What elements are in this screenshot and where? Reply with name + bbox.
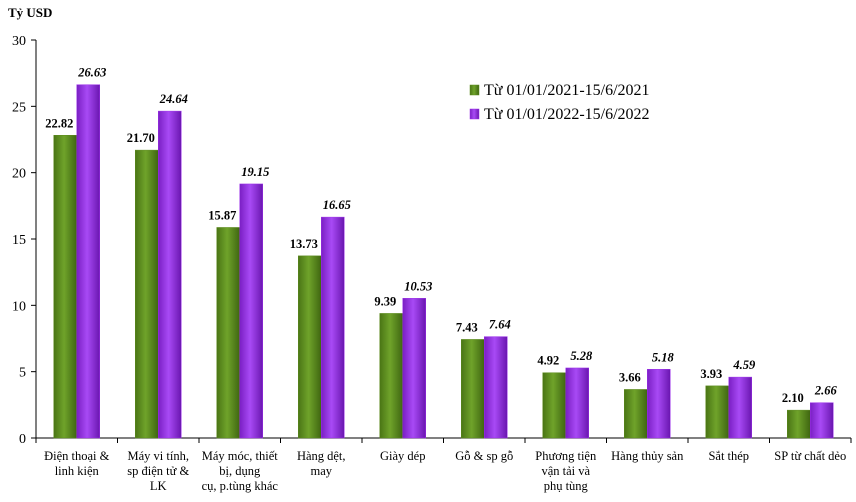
legend-label-series-2: Từ 01/01/2022-15/6/2022 [484, 106, 650, 123]
bar-series-1 [216, 227, 240, 439]
bar-series-2 [239, 183, 263, 439]
x-tick-label: Sắt thép [708, 449, 749, 463]
data-label-series-1: 9.39 [374, 294, 396, 308]
legend-swatch-series-1 [469, 84, 480, 96]
bar-series-1 [298, 255, 322, 439]
x-tick-label: Giày dép [380, 449, 425, 463]
data-label-series-1: 4.92 [537, 354, 559, 368]
y-tick-label: 25 [12, 100, 26, 115]
legend-label-series-1: Từ 01/01/2021-15/6/2021 [484, 82, 650, 99]
y-tick-label: 30 [12, 34, 26, 49]
bar-series-1 [379, 313, 403, 439]
data-label-series-2: 24.64 [159, 92, 188, 106]
x-tick-label: Điện thoại & linh kiện [44, 449, 110, 478]
data-label-series-1: 15.87 [208, 208, 236, 222]
data-label-series-2: 7.64 [489, 318, 511, 332]
data-label-series-2: 16.65 [323, 198, 351, 212]
bars-group: 22.82 26.63 21.70 24.64 15.87 19.15 13.73 16.65… [45, 66, 838, 439]
data-label-series-1: 22.82 [45, 116, 73, 130]
y-tick-label: 10 [12, 299, 26, 314]
bar-series-1 [461, 339, 485, 439]
x-tick-label: Máy móc, thiết bị, dụng cụ, p.tùng khác [202, 449, 279, 493]
bar-series-2 [810, 402, 834, 439]
x-tick-label: Gỗ & sp gỗ [455, 449, 513, 463]
bar-series-2 [402, 298, 426, 439]
x-tick-label: Máy vi tính, sp điện tử & LK [127, 449, 189, 493]
x-tick-label: Phương tiện vận tải và phụ tùng [535, 449, 597, 493]
bar-series-1 [135, 149, 159, 439]
data-label-series-2: 4.59 [732, 358, 756, 372]
x-axis: Điện thoại & linh kiện Máy vi tính, sp điện… [35, 437, 852, 493]
y-tick-label: 15 [12, 233, 26, 248]
y-tick-label: 0 [19, 432, 26, 447]
bar-series-2 [158, 110, 182, 439]
bar-series-2 [647, 369, 671, 439]
x-tick-label: Hàng dệt, may [297, 449, 346, 478]
y-tick-label: 5 [19, 366, 26, 381]
legend: Từ 01/01/2021-15/6/2021 Từ 01/01/2022-15/… [469, 82, 650, 123]
bar-series-1 [53, 135, 77, 439]
bar-series-1 [542, 372, 566, 439]
data-label-series-2: 26.63 [77, 66, 106, 80]
y-axis: 0 5 10 15 20 25 30 [12, 34, 37, 447]
bar-series-1 [624, 389, 648, 439]
bar-series-2 [565, 367, 589, 439]
data-label-series-1: 2.10 [782, 391, 804, 405]
bar-series-2 [728, 376, 752, 439]
y-axis-label: Tỷ USD [8, 5, 52, 20]
data-label-series-2: 5.18 [652, 350, 675, 364]
bar-series-1 [787, 409, 811, 439]
data-label-series-1: 3.66 [619, 370, 641, 384]
data-label-series-2: 5.28 [570, 349, 593, 363]
data-label-series-1: 3.93 [700, 367, 722, 381]
data-label-series-2: 10.53 [404, 279, 432, 293]
bar-series-2 [321, 216, 345, 439]
legend-swatch-series-2 [469, 108, 480, 120]
data-label-series-1: 7.43 [456, 320, 478, 334]
x-tick-label: Hàng thủy sản [611, 449, 684, 463]
data-label-series-2: 19.15 [241, 165, 269, 179]
data-label-series-1: 13.73 [290, 237, 318, 251]
data-label-series-2: 2.66 [814, 384, 838, 398]
bar-series-2 [484, 336, 508, 439]
x-tick-label: SP từ chất dẻo [774, 449, 846, 463]
data-label-series-1: 21.70 [127, 131, 155, 145]
bar-series-2 [76, 84, 100, 439]
bar-series-1 [705, 385, 729, 439]
y-tick-label: 20 [12, 167, 26, 182]
